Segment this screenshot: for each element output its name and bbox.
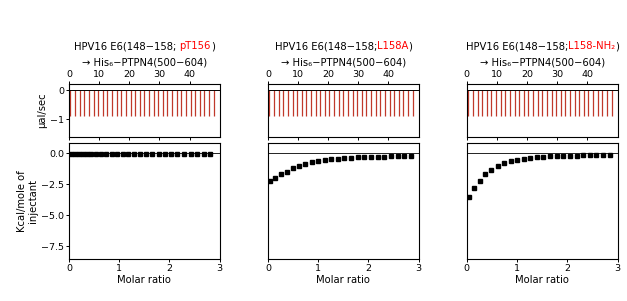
- X-axis label: Molar ratio: Molar ratio: [515, 275, 569, 286]
- X-axis label: Molar ratio: Molar ratio: [317, 275, 370, 286]
- X-axis label: Molar ratio: Molar ratio: [117, 275, 171, 286]
- Y-axis label: μal/sec: μal/sec: [38, 93, 47, 128]
- Text: → His₆−PTPN4(500−604): → His₆−PTPN4(500−604): [281, 58, 406, 68]
- Text: ): ): [211, 41, 214, 51]
- Text: HPV16 E6(148−158;: HPV16 E6(148−158;: [74, 41, 179, 51]
- Text: ): ): [615, 41, 619, 51]
- Text: → His₆−PTPN4(500−604): → His₆−PTPN4(500−604): [82, 58, 207, 68]
- Text: → His₆−PTPN4(500−604): → His₆−PTPN4(500−604): [480, 58, 605, 68]
- Text: ): ): [408, 41, 412, 51]
- Text: L158A: L158A: [377, 41, 408, 51]
- Text: HPV16 E6(148−158;: HPV16 E6(148−158;: [466, 41, 568, 51]
- Text: HPV16 E6(148−158;: HPV16 E6(148−158;: [275, 41, 377, 51]
- Text: pT156: pT156: [179, 41, 211, 51]
- Y-axis label: Kcal/mole of
injectant: Kcal/mole of injectant: [17, 170, 38, 232]
- Text: L158-NH₂: L158-NH₂: [568, 41, 615, 51]
